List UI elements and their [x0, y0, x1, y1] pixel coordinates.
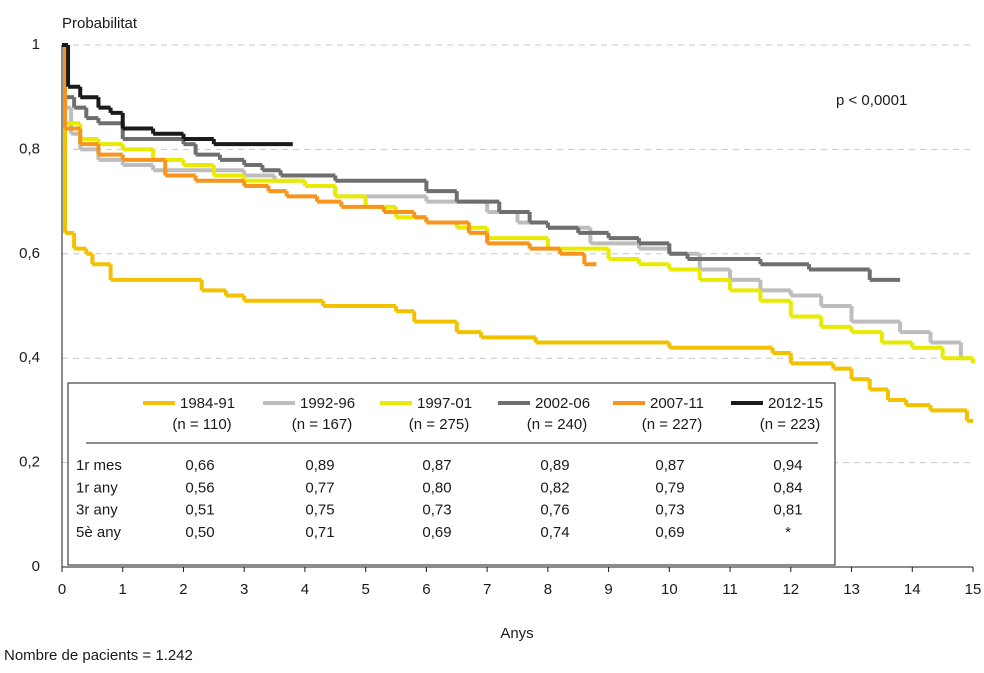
legend-label: 1997-01: [417, 395, 472, 412]
legend-label: 2002-06: [535, 395, 590, 412]
legend-n: (n = 167): [292, 416, 352, 433]
annotation: p < 0,0001: [836, 92, 907, 109]
table-cell: 0,89: [540, 457, 569, 474]
row-label: 5è any: [76, 524, 122, 541]
table-cell: 0,69: [422, 524, 451, 541]
y-tick-label: 0: [32, 558, 40, 575]
table-cell: 0,89: [305, 457, 334, 474]
x-tick-label: 14: [904, 581, 921, 598]
table-cell: 0,74: [540, 524, 569, 541]
row-label: 1r mes: [76, 457, 122, 474]
table-cell: 0,73: [655, 502, 684, 519]
legend-n: (n = 227): [642, 416, 702, 433]
table-cell: 0,73: [422, 502, 451, 519]
x-tick-label: 8: [544, 581, 552, 598]
x-tick-label: 10: [661, 581, 678, 598]
x-tick-label: 0: [58, 581, 66, 598]
x-tick-label: 13: [843, 581, 860, 598]
y-tick-label: 0,2: [19, 454, 40, 471]
legend-n: (n = 110): [172, 416, 231, 433]
row-label: 3r any: [76, 502, 118, 519]
table-cell: 0,81: [773, 502, 802, 519]
table-cell: 0,75: [305, 502, 334, 519]
x-tick-label: 7: [483, 581, 491, 598]
table-cell: 0,50: [185, 524, 214, 541]
x-tick-label: 11: [722, 581, 738, 598]
table-cell: 0,87: [655, 457, 684, 474]
x-tick-label: 15: [965, 581, 982, 598]
y-tick-label: 1: [32, 36, 40, 53]
table-cell: 0,94: [773, 457, 802, 474]
table-cell: 0,51: [185, 502, 214, 519]
table-cell: 0,82: [540, 479, 569, 496]
y-tick-label: 0,4: [19, 349, 40, 366]
table-cell: *: [785, 524, 791, 541]
legend-label: 1992-96: [300, 395, 355, 412]
x-tick-label: 2: [179, 581, 187, 598]
row-label: 1r any: [76, 479, 118, 496]
table-cell: 0,76: [540, 502, 569, 519]
legend-label: 1984-91: [180, 395, 235, 412]
table-cell: 0,77: [305, 479, 334, 496]
table-cell: 0,66: [185, 457, 214, 474]
y-axis-label: Probabilitat: [62, 15, 138, 32]
footnote: Nombre de pacients = 1.242: [4, 647, 193, 664]
y-tick-label: 0,8: [19, 140, 40, 157]
x-tick-label: 12: [782, 581, 799, 598]
legend-label: 2007-11: [650, 395, 704, 412]
table-cell: 0,79: [655, 479, 684, 496]
table-cell: 0,87: [422, 457, 451, 474]
x-tick-label: 6: [422, 581, 430, 598]
x-tick-label: 9: [604, 581, 612, 598]
x-tick-label: 5: [361, 581, 369, 598]
table-cell: 0,84: [773, 479, 802, 496]
table-cell: 0,69: [655, 524, 684, 541]
legend-n: (n = 275): [409, 416, 469, 433]
legend-n: (n = 240): [527, 416, 587, 433]
table-cell: 0,56: [185, 479, 214, 496]
legend-n: (n = 223): [760, 416, 820, 433]
table-cell: 0,80: [422, 479, 451, 496]
x-tick-label: 4: [301, 581, 309, 598]
x-tick-label: 1: [119, 581, 127, 598]
table-cell: 0,71: [305, 524, 334, 541]
y-tick-label: 0,6: [19, 245, 40, 262]
x-tick-label: 3: [240, 581, 248, 598]
legend-box: [67, 382, 836, 566]
legend-label: 2012-15: [768, 395, 823, 412]
x-axis-label: Anys: [500, 625, 533, 642]
